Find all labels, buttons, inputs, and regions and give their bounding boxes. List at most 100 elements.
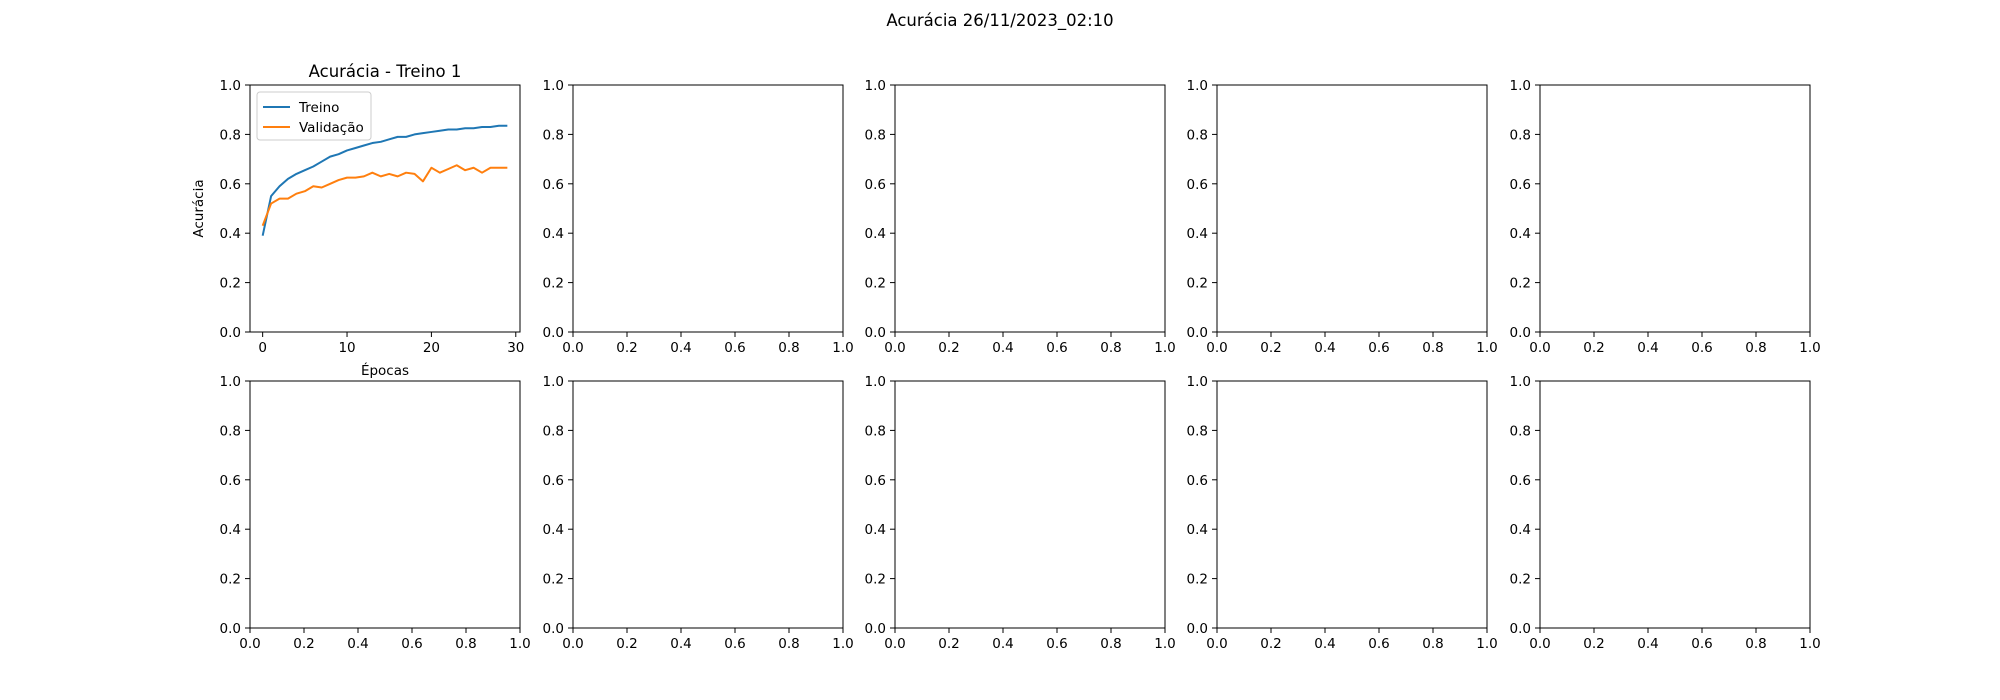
y-tick-label: 0.2 [543,572,564,588]
y-tick-label: 0.0 [865,325,886,341]
subplot-grid: 0.0 0.2 0.4 0.6 0.8 1.0 0 10 20 30 Acurácia - Trei… [191,62,1821,652]
y-tick-label: 0.0 [220,325,241,341]
axes-frame [572,84,844,333]
y-tick-label: 1.0 [865,78,886,94]
x-tick-label: 0.8 [1422,636,1443,652]
y-tick-label: 1.0 [543,374,564,390]
x-tick-label: 0.2 [1260,340,1281,356]
series-line-validacao [261,164,508,227]
x-tick-label: 1.0 [1799,340,1820,356]
y-tick-label: 0.2 [220,276,241,292]
y-tick-label: 0.2 [865,276,886,292]
y-tick-label: 0.4 [220,522,241,538]
y-tick-label: 0.6 [865,177,886,193]
x-tick-label: 0.2 [1260,636,1281,652]
x-tick-label: 0 [258,340,267,356]
y-tick-label: 0.4 [543,522,564,538]
subplot-6: 0.0 0.2 0.4 0.6 0.8 1.0 0.0 0.2 0.4 0.6 0.8 1.0 [220,374,531,652]
x-tick-label: 0.8 [778,340,799,356]
y-tick-label: 0.0 [543,621,564,637]
legend: Treino Validação [256,91,372,141]
y-tick-label: 0.2 [1187,572,1208,588]
x-tick-label: 0.2 [616,636,637,652]
y-axis-label: Acurácia [191,179,207,237]
y-tick-label: 0.6 [1510,177,1531,193]
x-tick-label: 0.6 [1368,340,1389,356]
y-tick-label: 0.6 [220,473,241,489]
y-tick-label: 1.0 [543,78,564,94]
y-tick-label: 0.4 [1187,226,1208,242]
y-tick-label: 0.8 [1187,127,1208,143]
y-tick-label: 1.0 [220,78,241,94]
x-tick-label: 10 [338,340,355,356]
subplot-2: 0.0 0.2 0.4 0.6 0.8 1.0 0.0 0.2 0.4 0.6 0.8 1.0 [543,78,854,356]
y-tick-label: 0.4 [1187,522,1208,538]
x-tick-label: 0.4 [992,340,1013,356]
x-tick-label: 0.8 [1745,340,1766,356]
y-tick-label: 0.6 [543,177,564,193]
y-tick-label: 0.2 [543,276,564,292]
y-tick-label: 0.6 [1187,177,1208,193]
y-tick-label: 0.8 [1510,423,1531,439]
x-tick-label: 0.0 [884,340,905,356]
y-tick-label: 0.4 [1510,522,1531,538]
x-tick-label: 0.8 [1100,636,1121,652]
y-tick-label: 1.0 [1187,78,1208,94]
y-tick-label: 1.0 [865,374,886,390]
y-tick-label: 0.8 [1187,423,1208,439]
y-tick-label: 0.8 [220,423,241,439]
axes-frame [249,84,521,333]
y-tick-label: 0.8 [220,127,241,143]
x-tick-label: 0.0 [562,340,583,356]
axes-frame [1216,84,1488,333]
y-tick-label: 0.2 [1510,572,1531,588]
y-tick-label: 0.0 [1510,621,1531,637]
y-tick-label: 0.0 [865,621,886,637]
x-tick-label: 0.6 [401,636,422,652]
x-tick-label: 1.0 [1799,636,1820,652]
x-tick-label: 0.6 [724,340,745,356]
subplot-title: Acurácia - Treino 1 [309,62,462,81]
subplot-8: 0.0 0.2 0.4 0.6 0.8 1.0 0.0 0.2 0.4 0.6 0.8 1.0 [865,374,1176,652]
x-tick-label: 0.0 [1206,340,1227,356]
y-tick-label: 0.4 [1510,226,1531,242]
y-tick-label: 0.6 [865,473,886,489]
y-tick-label: 0.2 [220,572,241,588]
axes-frame [894,380,1166,629]
x-tick-label: 0.2 [616,340,637,356]
y-tick-label: 0.0 [220,621,241,637]
x-tick-label: 1.0 [832,636,853,652]
x-tick-label: 0.4 [670,636,691,652]
y-tick-label: 0.0 [1510,325,1531,341]
x-tick-label: 0.2 [293,636,314,652]
x-tick-label: 0.6 [724,636,745,652]
y-tick-label: 0.0 [1187,621,1208,637]
y-tick-label: 0.2 [1187,276,1208,292]
x-tick-label: 0.4 [1637,636,1658,652]
x-tick-label: 20 [423,340,440,356]
y-tick-label: 0.4 [865,522,886,538]
x-tick-label: 1.0 [509,636,530,652]
x-tick-label: 0.0 [562,636,583,652]
y-tick-label: 0.8 [543,127,564,143]
x-tick-label: 0.2 [938,636,959,652]
x-tick-label: 0.0 [239,636,260,652]
x-tick-label: 0.2 [1583,636,1604,652]
figure-suptitle: Acurácia 26/11/2023_02:10 [886,11,1113,31]
y-tick-label: 0.6 [1510,473,1531,489]
y-tick-label: 1.0 [1187,374,1208,390]
x-tick-label: 0.8 [778,636,799,652]
x-tick-label: 0.8 [1422,340,1443,356]
legend-label-treino: Treino [298,100,339,116]
subplot-4: 0.0 0.2 0.4 0.6 0.8 1.0 0.0 0.2 0.4 0.6 0.8 1.0 [1187,78,1498,356]
series-line-treino [261,124,508,236]
y-tick-label: 1.0 [220,374,241,390]
subplot-5: 0.0 0.2 0.4 0.6 0.8 1.0 0.0 0.2 0.4 0.6 0.8 1.0 [1510,78,1821,356]
x-tick-label: 0.0 [1206,636,1227,652]
y-tick-label: 0.8 [865,127,886,143]
x-tick-label: 1.0 [1154,340,1175,356]
y-tick-label: 1.0 [1510,374,1531,390]
y-tick-label: 0.8 [1510,127,1531,143]
axes-frame [249,380,521,629]
axes-frame [1216,380,1488,629]
